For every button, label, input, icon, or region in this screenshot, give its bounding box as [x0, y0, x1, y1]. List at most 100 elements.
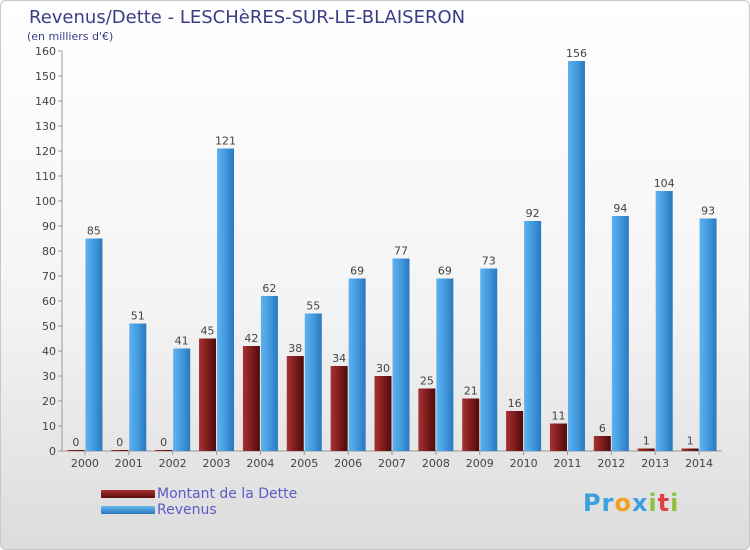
data-label: 0: [160, 436, 167, 449]
bar-dette-2001: [111, 450, 129, 451]
x-tick-label: 2014: [685, 457, 713, 470]
x-tick-label: 2008: [422, 457, 450, 470]
bar-dette-2002: [155, 450, 173, 451]
x-tick-label: 2005: [290, 457, 318, 470]
y-tick-label: 20: [42, 395, 56, 408]
y-tick-label: 100: [35, 195, 56, 208]
chart-subtitle: (en milliers d'€): [27, 30, 114, 43]
bar-dette-2006: [330, 366, 348, 451]
bar-dette-2011: [549, 423, 567, 451]
bar-revenus-2000: [85, 238, 103, 451]
logo-letter: i: [670, 489, 680, 517]
y-tick-label: 120: [35, 145, 56, 158]
bar-revenus-2012: [611, 216, 629, 451]
bar-revenus-2009: [480, 268, 498, 451]
logo-letter: o: [614, 489, 632, 517]
y-tick-label: 60: [42, 295, 56, 308]
bar-dette-2000: [67, 450, 85, 451]
x-tick-label: 2010: [510, 457, 538, 470]
data-label: 92: [526, 207, 540, 220]
bar-revenus-2005: [304, 313, 322, 451]
bar-revenus-2011: [567, 61, 585, 451]
y-tick-label: 80: [42, 245, 56, 258]
y-tick-label: 0: [49, 445, 56, 458]
data-label: 11: [551, 410, 565, 423]
x-tick-label: 2007: [378, 457, 406, 470]
x-tick-label: 2011: [553, 457, 581, 470]
bar-revenus-2003: [217, 148, 235, 451]
bar-revenus-2010: [524, 221, 542, 451]
data-label: 51: [131, 310, 145, 323]
bar-dette-2003: [199, 338, 217, 451]
data-label: 42: [244, 332, 258, 345]
data-label: 104: [654, 177, 675, 190]
chart-title: Revenus/Dette - LESCHèRES-SUR-LE-BLAISER…: [29, 7, 466, 28]
x-tick-label: 2004: [246, 457, 274, 470]
x-tick-label: 2001: [115, 457, 143, 470]
y-tick-label: 160: [35, 45, 56, 58]
y-tick-label: 70: [42, 270, 56, 283]
data-label: 0: [116, 436, 123, 449]
bar-dette-2009: [462, 398, 480, 451]
x-tick-label: 2012: [597, 457, 625, 470]
data-label: 34: [332, 352, 346, 365]
data-label: 55: [306, 300, 320, 313]
data-label: 62: [262, 282, 276, 295]
legend-swatch-dette: [101, 490, 155, 498]
legend-label-revenus: Revenus: [157, 502, 217, 518]
y-tick-label: 140: [35, 95, 56, 108]
y-tick-label: 110: [35, 170, 56, 183]
logo-letter: r: [601, 489, 615, 517]
data-label: 25: [420, 375, 434, 388]
bar-dette-2012: [593, 436, 611, 451]
x-tick-label: 2006: [334, 457, 362, 470]
legend-label-dette: Montant de la Dette: [157, 486, 298, 502]
data-label: 69: [350, 265, 364, 278]
x-tick-label: 2003: [203, 457, 231, 470]
data-label: 69: [438, 265, 452, 278]
bar-dette-2007: [374, 376, 392, 451]
y-tick-label: 10: [42, 420, 56, 433]
data-label: 77: [394, 245, 408, 258]
bar-dette-2005: [286, 356, 304, 451]
data-label: 21: [464, 385, 478, 398]
bar-dette-2013: [637, 448, 655, 451]
data-label: 41: [175, 335, 189, 348]
x-axis: 2000 2001 2002 2003 2004 2005 2006 2007 2008 2009…: [62, 450, 722, 470]
data-label: 1: [643, 435, 650, 448]
bar-revenus-2007: [392, 258, 410, 451]
bar-dette-2008: [418, 388, 436, 451]
data-label: 121: [215, 135, 236, 148]
bars: 0850510414512142623855346930772569217316…: [67, 47, 717, 451]
y-axis: 0 10 20 30 40 50 60 70 80 90 100 110 120 130 140 150 160: [35, 45, 63, 458]
logo-letter: t: [657, 489, 671, 517]
proxiti-logo: Proxiti: [583, 489, 679, 517]
bar-dette-2010: [506, 411, 524, 451]
bar-revenus-2006: [348, 278, 366, 451]
bar-revenus-2004: [260, 296, 278, 451]
data-label: 1: [687, 435, 694, 448]
x-tick-label: 2013: [641, 457, 669, 470]
data-label: 45: [201, 325, 215, 338]
bar-revenus-2014: [699, 218, 717, 451]
data-label: 85: [87, 225, 101, 238]
y-tick-label: 150: [35, 70, 56, 83]
x-tick-label: 2009: [466, 457, 494, 470]
y-tick-label: 50: [42, 320, 56, 333]
logo-letter: x: [631, 489, 649, 517]
y-tick-label: 90: [42, 220, 56, 233]
bar-dette-2004: [242, 346, 260, 451]
bar-revenus-2002: [173, 348, 191, 451]
data-label: 156: [566, 47, 587, 60]
bar-dette-2014: [681, 448, 699, 451]
data-label: 16: [508, 397, 522, 410]
logo-letter: P: [583, 489, 602, 517]
logo-letter: i: [648, 489, 658, 517]
data-label: 38: [288, 342, 302, 355]
data-label: 73: [482, 255, 496, 268]
x-tick-label: 2002: [159, 457, 187, 470]
data-label: 0: [72, 436, 79, 449]
y-tick-label: 40: [42, 345, 56, 358]
